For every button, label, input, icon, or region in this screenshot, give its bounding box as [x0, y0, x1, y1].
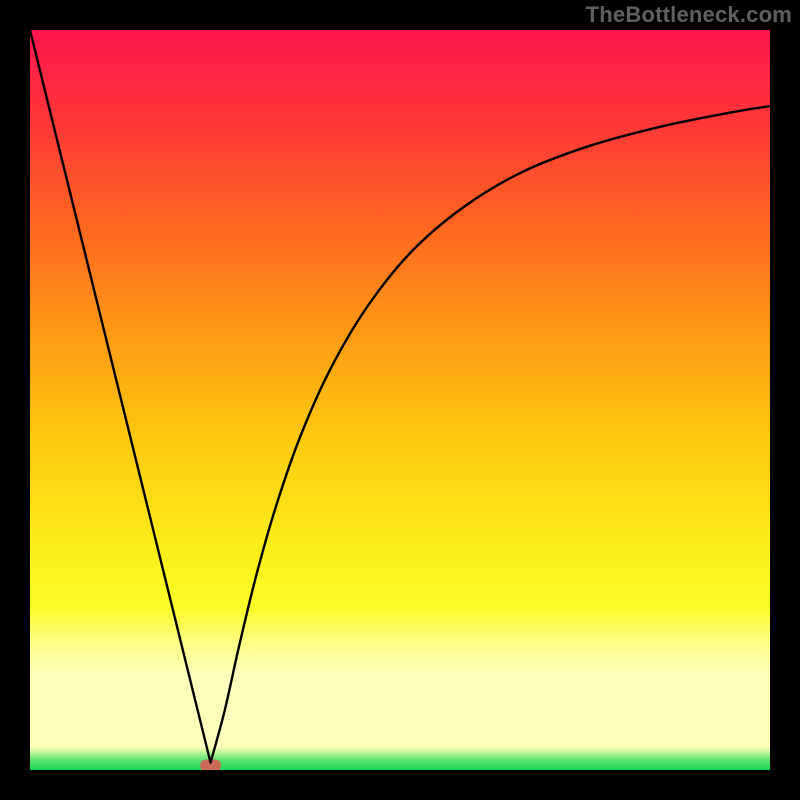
plot-area: [30, 30, 770, 770]
watermark-link[interactable]: TheBottleneck.com: [586, 2, 792, 28]
chart-container: TheBottleneck.com: [0, 0, 800, 800]
